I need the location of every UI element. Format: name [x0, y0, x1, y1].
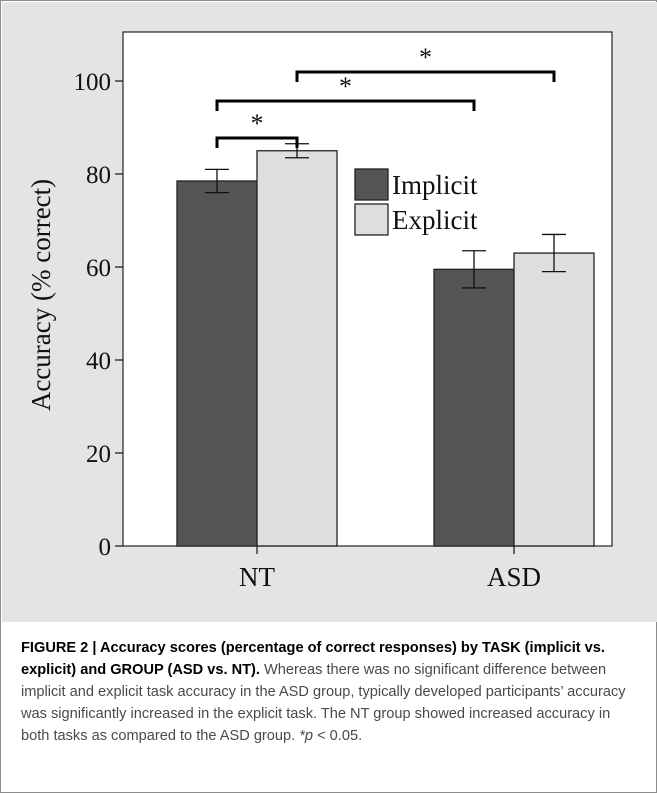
caption-body: Whereas there was no significant differe… — [21, 662, 626, 744]
significance-marker: * — [251, 109, 264, 138]
legend-swatch-implicit — [354, 168, 389, 201]
significance-bracket — [295, 70, 556, 82]
legend-swatch-explicit — [354, 203, 389, 236]
bar-chart: 0 20 40 60 80 100 Accuracy (% correct) NT ASD Imp… — [26, 31, 613, 592]
significance-bracket — [215, 136, 299, 148]
bar-explicit-nt — [256, 150, 338, 547]
bar-implicit-nt — [176, 180, 258, 547]
bar-implicit-asd — [433, 268, 515, 547]
y-axis-label: Accuracy (% correct) — [26, 179, 56, 411]
x-tick-label: NT — [239, 562, 275, 592]
y-tick-label: 100 — [74, 69, 112, 96]
y-tick-label: 40 — [86, 348, 111, 375]
significance-marker: * — [419, 43, 432, 72]
legend-label-implicit: Implicit — [392, 170, 478, 200]
caption-lead: FIGURE 2 | Accuracy scores (percentage o… — [21, 640, 605, 678]
y-tick-label: 20 — [86, 441, 111, 468]
x-tick-label: ASD — [487, 562, 541, 592]
caption-p-symbol: *p — [299, 728, 314, 744]
figure-caption: FIGURE 2 | Accuracy scores (percentage o… — [21, 637, 641, 747]
significance-bracket — [215, 99, 476, 111]
caption-p-rest: < 0.05. — [313, 728, 363, 744]
y-tick-label: 0 — [99, 534, 112, 561]
y-tick-label: 80 — [86, 162, 111, 189]
chart-panel: 0 20 40 60 80 100 Accuracy (% correct) NT ASD Imp… — [2, 2, 657, 622]
y-tick-label: 60 — [86, 255, 111, 282]
bar-explicit-asd — [513, 252, 595, 547]
significance-marker: * — [339, 72, 352, 101]
legend-label-explicit: Explicit — [392, 205, 478, 235]
